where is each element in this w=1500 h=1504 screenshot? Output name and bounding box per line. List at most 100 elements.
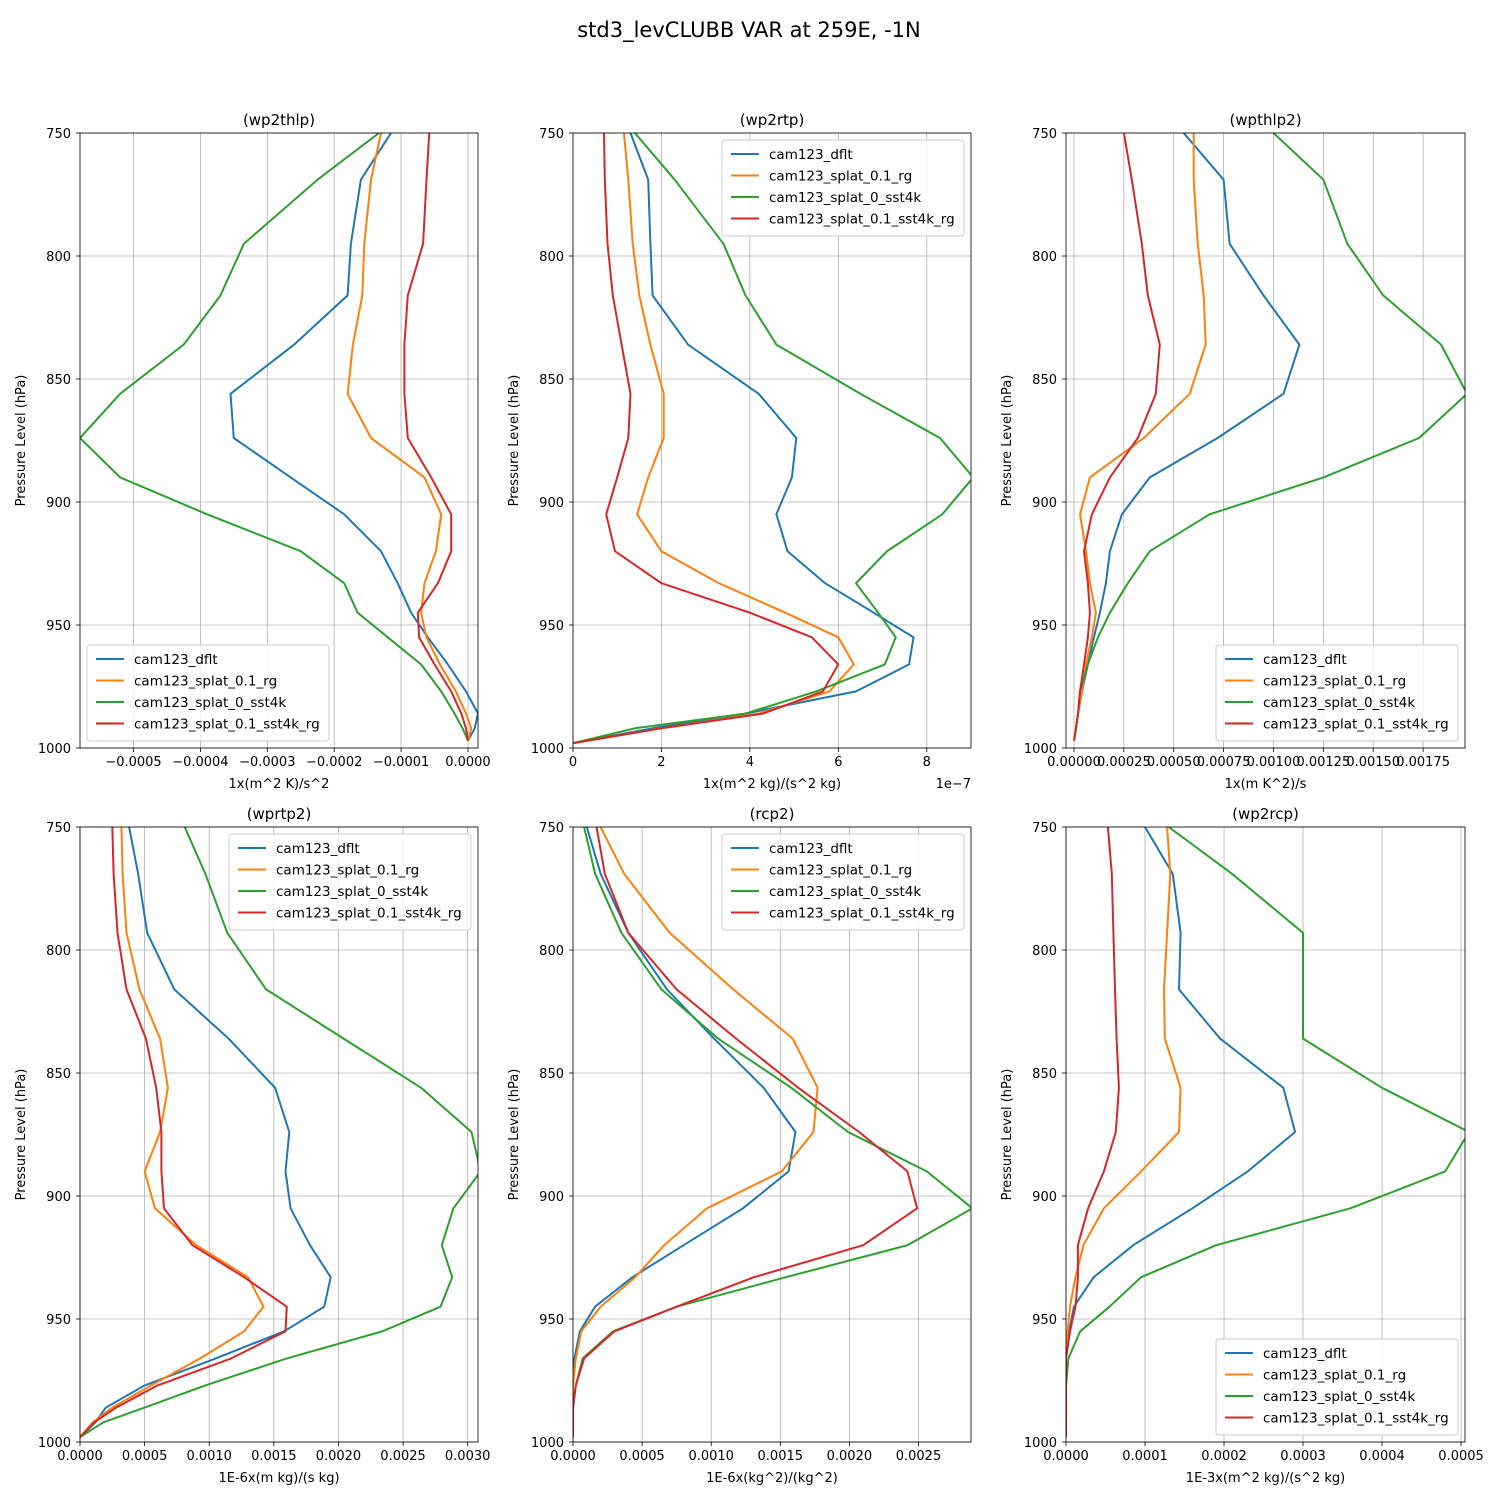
legend-box	[1215, 644, 1459, 742]
series-line-cam123_dflt	[229, 133, 478, 742]
y-tick-label: 1000	[531, 1436, 564, 1451]
x-offset-label: 1e−7	[936, 777, 971, 792]
y-tick-label: 1000	[38, 742, 71, 757]
x-tick-label: 0.0020	[316, 1449, 362, 1464]
y-tick-label: 750	[46, 821, 71, 836]
axes-frame	[572, 826, 972, 1443]
series-line-cam123_splat_0.1_rg	[80, 827, 265, 1438]
x-tick-label: 4	[746, 755, 754, 770]
series-line-cam123_splat_0.1_sst4k_rg	[573, 827, 919, 1438]
x-tick-label: 0.00025	[1097, 755, 1151, 770]
subplot-title: (wprtp2)	[247, 805, 312, 823]
y-tick-label: 1000	[531, 742, 564, 757]
series-line-cam123_dflt	[1066, 827, 1297, 1438]
series-line-cam123_splat_0_sst4k	[80, 827, 478, 1438]
x-tick-label: 0.0015	[251, 1449, 297, 1464]
series-group	[80, 827, 478, 1438]
y-tick-label: 1000	[1024, 1436, 1057, 1451]
legend: cam123_dflt cam123_splat_0.1_rg cam123_spl…	[721, 139, 965, 237]
x-tick-label: −0.0003	[239, 755, 295, 770]
x-tick-label: 0.0003	[1280, 1449, 1326, 1464]
y-tick-label: 750	[1032, 127, 1057, 142]
legend-entry: cam123_splat_0.1_rg	[769, 863, 912, 879]
x-tick-label: 2	[657, 755, 665, 770]
x-tick-label: 0.0010	[186, 1449, 232, 1464]
y-tick-label: 950	[539, 1313, 564, 1328]
legend-entry: cam123_splat_0.1_rg	[769, 169, 912, 185]
series-group	[80, 133, 478, 742]
legend-entry: cam123_dflt	[276, 841, 360, 857]
y-tick-label: 750	[1032, 821, 1057, 836]
x-tick-label: 0.00125	[1296, 755, 1350, 770]
x-tick-label: −0.0005	[105, 755, 161, 770]
legend-entry: cam123_splat_0_sst4k	[1263, 695, 1415, 711]
x-axis-label: 1x(m K^2)/s	[1225, 777, 1307, 792]
x-tick-label: 0.0001	[1122, 1449, 1168, 1464]
legend-entry: cam123_splat_0_sst4k	[769, 884, 921, 900]
axes-frame	[1065, 826, 1466, 1443]
y-axis-label: Pressure Level (hPa)	[1000, 375, 1015, 507]
y-tick-label: 750	[539, 127, 564, 142]
x-tick-label: 0.0000	[57, 1449, 103, 1464]
y-axis-label: Pressure Level (hPa)	[507, 375, 522, 507]
legend-entry: cam123_splat_0.1_sst4k_rg	[769, 212, 955, 228]
y-tick-label: 900	[46, 1190, 71, 1205]
x-tick-label: 0.00100	[1247, 755, 1301, 770]
y-tick-label: 850	[539, 1067, 564, 1082]
y-tick-label: 800	[1032, 944, 1057, 959]
x-tick-label: 0.0015	[758, 1449, 804, 1464]
y-tick-label: 850	[1032, 1067, 1057, 1082]
series-line-cam123_splat_0.1_rg	[573, 133, 855, 745]
series-group	[1073, 133, 1465, 741]
x-tick-label: 0.0005	[122, 1449, 168, 1464]
subplot-title: (wp2thlp)	[243, 111, 315, 129]
legend: cam123_dflt cam123_splat_0.1_rg cam123_spl…	[1215, 644, 1459, 742]
y-tick-label: 850	[1032, 373, 1057, 388]
y-tick-label: 900	[539, 496, 564, 511]
y-tick-label: 850	[539, 373, 564, 388]
y-tick-label: 850	[46, 373, 71, 388]
legend-box	[721, 833, 965, 931]
y-tick-label: 900	[46, 496, 71, 511]
x-axis-label: 1E-6x(m kg)/(s kg)	[218, 1471, 339, 1486]
subplot-title: (wp2rcp)	[1232, 805, 1299, 823]
subplot-title: (rcp2)	[750, 805, 795, 823]
y-axis-label: Pressure Level (hPa)	[1000, 1069, 1015, 1201]
legend-entry: cam123_dflt	[769, 147, 853, 163]
y-tick-label: 900	[1032, 496, 1057, 511]
legend: cam123_dflt cam123_splat_0.1_rg cam123_spl…	[228, 833, 472, 931]
y-tick-label: 950	[539, 619, 564, 634]
x-tick-label: 0.0010	[688, 1449, 734, 1464]
series-line-cam123_splat_0.1_rg	[346, 133, 473, 741]
legend: cam123_dflt cam123_splat_0.1_rg cam123_spl…	[721, 833, 965, 931]
legend: cam123_dflt cam123_splat_0.1_rg cam123_spl…	[1215, 1338, 1459, 1436]
series-group	[573, 133, 971, 745]
legend-entry: cam123_splat_0.1_sst4k_rg	[134, 717, 320, 733]
y-tick-label: 950	[46, 1313, 71, 1328]
y-tick-label: 1000	[38, 1436, 71, 1451]
legend-entry: cam123_splat_0_sst4k	[1263, 1389, 1415, 1405]
legend-entry: cam123_splat_0_sst4k	[276, 884, 428, 900]
legend-entry: cam123_dflt	[769, 841, 853, 857]
y-tick-label: 950	[46, 619, 71, 634]
series-line-cam123_splat_0_sst4k	[1066, 827, 1465, 1438]
x-axis-label: 1x(m^2 K)/s^2	[229, 777, 330, 792]
x-tick-label: 8	[923, 755, 931, 770]
legend-entry: cam123_splat_0.1_rg	[276, 863, 419, 879]
legend-entry: cam123_splat_0.1_sst4k_rg	[1263, 717, 1449, 733]
x-tick-label: 0.0000	[1043, 1449, 1089, 1464]
x-tick-label: 6	[834, 755, 842, 770]
y-tick-label: 1000	[1024, 742, 1057, 757]
x-tick-label: 0.0000	[445, 755, 491, 770]
y-tick-label: 800	[46, 944, 71, 959]
legend-entry: cam123_dflt	[1263, 1346, 1347, 1362]
axes-frame	[79, 132, 479, 749]
x-tick-label: 0.00075	[1197, 755, 1251, 770]
subplot-2: 0.000000.000250.000500.000750.001000.001…	[1000, 111, 1466, 792]
subplot-4: 0.0000 0.0005 0.0010 0.0015 0.0020 0.0025 750 8…	[507, 805, 972, 1486]
series-line-cam123_splat_0.1_sst4k_rg	[1066, 827, 1120, 1438]
subplot-1: 0 2 4 6 8 750 800 850 900 950 1000 (wp2rtp) 1x(m^2 k…	[507, 111, 972, 792]
x-tick-label: 0	[569, 755, 577, 770]
x-axis-label: 1E-6x(kg^2)/(kg^2)	[706, 1471, 838, 1486]
